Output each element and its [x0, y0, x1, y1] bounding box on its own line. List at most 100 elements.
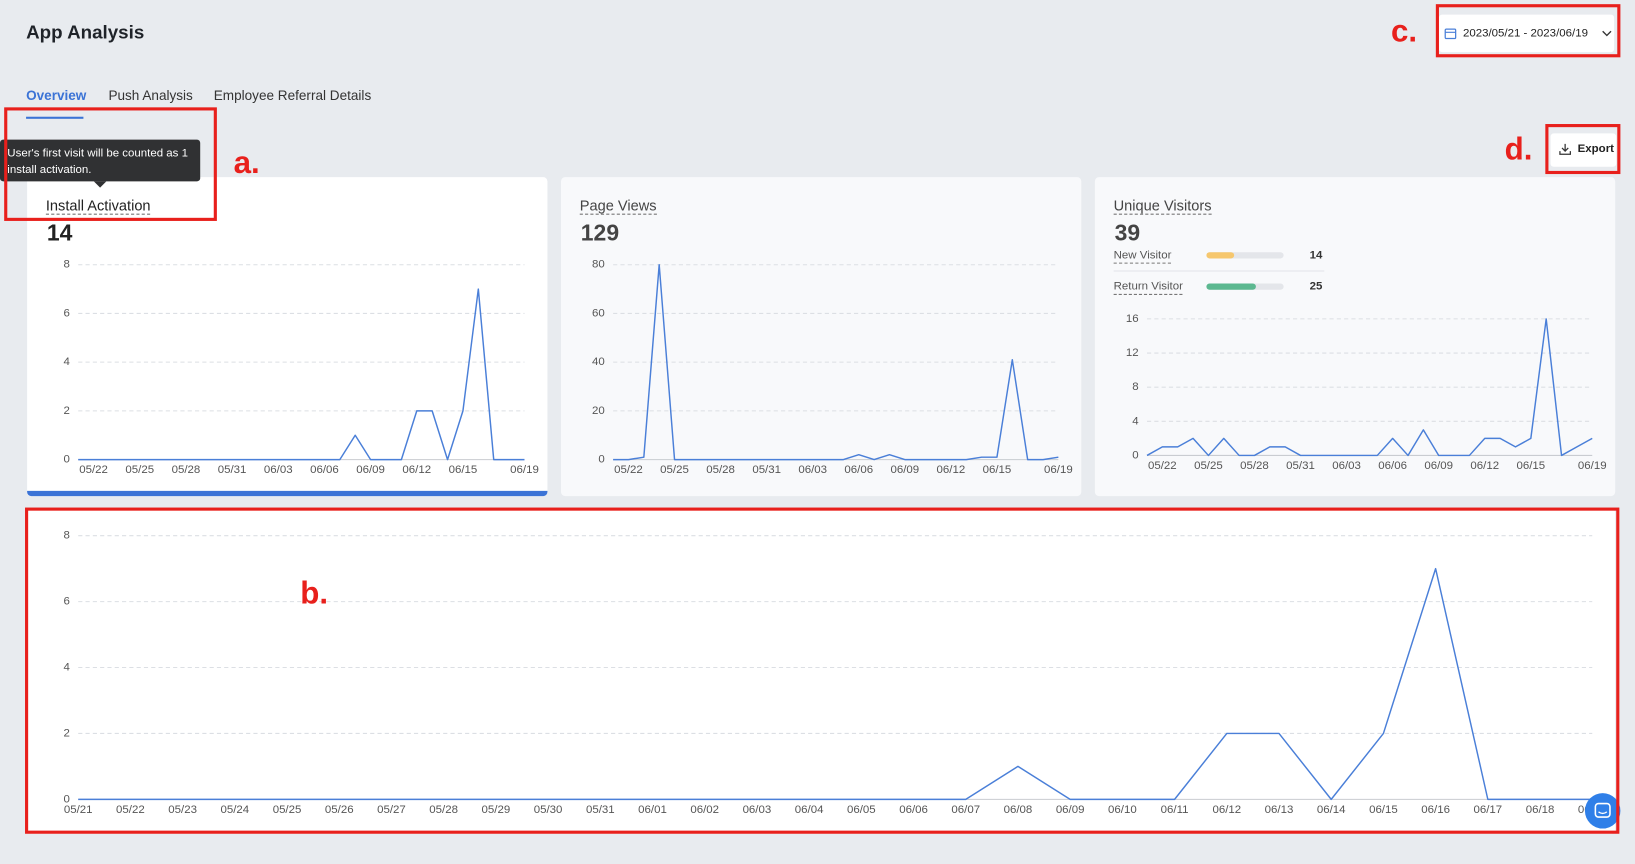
card-active-bar: [27, 490, 548, 497]
x-tick-label: 05/29: [482, 804, 511, 816]
tooltip: User's first visit will be counted as 1 …: [0, 139, 201, 188]
x-tick-label: 06/04: [795, 804, 824, 816]
x-tick-label: 05/28: [172, 464, 201, 476]
x-tick-label: 05/22: [116, 804, 145, 816]
x-tick-label: 06/12: [1212, 804, 1241, 816]
visitor-label: Return Visitor: [1113, 280, 1183, 295]
x-tick-label: 05/28: [706, 464, 735, 476]
tab-underline: [26, 116, 84, 119]
x-tick-label: 06/06: [844, 464, 873, 476]
x-tick-label: 06/06: [899, 804, 928, 816]
x-tick-label: 06/16: [1421, 804, 1450, 816]
y-tick-label: 60: [592, 307, 605, 319]
x-tick-label: 05/31: [752, 464, 781, 476]
card-value: 129: [580, 219, 620, 246]
x-tick-label: 06/06: [310, 464, 339, 476]
x-tick-label: 05/31: [1286, 460, 1315, 472]
x-tick-label: 06/15: [983, 464, 1012, 476]
card-title: Page Views: [579, 196, 657, 215]
y-tick-label: 4: [63, 356, 70, 368]
highlight-b: [25, 507, 1620, 834]
chat-icon: [1594, 802, 1611, 818]
tab[interactable]: Employee Referral Details: [213, 87, 372, 104]
annotation: c.: [1391, 14, 1418, 49]
tooltip-arrow: [93, 181, 107, 188]
date-picker[interactable]: 2023/05/21 - 2023/06/19: [1438, 14, 1615, 53]
x-tick-label: 06/03: [1332, 460, 1361, 472]
x-tick-label: 06/09: [1056, 804, 1085, 816]
card-value: 14: [46, 219, 73, 246]
y-tick-label: 4: [63, 662, 70, 674]
y-tick-label: 4: [1132, 415, 1139, 427]
x-tick-label: 05/30: [534, 804, 563, 816]
line: [1146, 318, 1593, 457]
tooltip-text: User's first visit will be counted as 1 …: [7, 146, 188, 177]
x-tick-label: 06/02: [690, 804, 719, 816]
y-tick-label: 8: [63, 530, 69, 542]
x-tick-label: 06/12: [402, 464, 431, 476]
y-tick-label: 12: [1126, 347, 1139, 359]
x-tick-label: 06/12: [1470, 460, 1499, 472]
card-title: Unique Visitors: [1113, 196, 1212, 215]
y-tick-label: 20: [592, 405, 605, 417]
x-tick-label: 05/26: [325, 804, 354, 816]
card-visitors[interactable]: [1094, 177, 1616, 497]
date-range: 2023/05/21 - 2023/06/19: [1462, 27, 1588, 40]
x-tick-label: 05/31: [586, 804, 615, 816]
x-tick-label: 05/23: [168, 804, 197, 816]
x-tick-label: 06/10: [1108, 804, 1137, 816]
y-tick-label: 16: [1126, 313, 1139, 325]
x-tick-label: 05/28: [429, 804, 458, 816]
annotation: a.: [233, 145, 260, 181]
x-tick-label: 05/25: [125, 464, 154, 476]
y-tick-label: 2: [63, 727, 69, 739]
detail-card: [27, 508, 1616, 834]
card-pageviews[interactable]: [560, 177, 1082, 497]
x-tick-label: 06/19: [510, 464, 539, 476]
card-value: 39: [1114, 219, 1141, 246]
x-tick-label: 06/09: [356, 464, 385, 476]
calendar-icon: [1444, 28, 1457, 40]
tab[interactable]: Push Analysis: [108, 87, 193, 104]
visitor-label: New Visitor: [1113, 249, 1172, 264]
export-label: Export: [1577, 142, 1614, 156]
x-tick-label: 06/03: [798, 464, 827, 476]
x-tick-label: 06/15: [449, 464, 478, 476]
card-install[interactable]: [27, 177, 548, 497]
x-tick-label: 06/11: [1161, 804, 1189, 816]
x-tick-label: 06/09: [1424, 460, 1453, 472]
x-tick-label: 06/07: [951, 804, 980, 816]
x-tick-label: 06/19: [1578, 460, 1607, 472]
x-tick-label: 06/01: [638, 804, 667, 816]
bar-fill: [1206, 283, 1256, 290]
x-tick-label: 06/14: [1317, 804, 1346, 816]
x-tick-label: 06/15: [1369, 804, 1398, 816]
x-tick-label: 06/03: [743, 804, 772, 816]
x-tick-label: 06/03: [264, 464, 293, 476]
y-tick-label: 0: [598, 454, 604, 466]
line: [78, 288, 525, 461]
x-tick-label: 05/25: [660, 464, 689, 476]
export-button[interactable]: Export: [1550, 133, 1617, 167]
highlight-a: [4, 107, 217, 221]
y-tick-label: 80: [592, 259, 605, 271]
highlight-d: [1545, 124, 1621, 175]
chat-button[interactable]: [1584, 793, 1621, 829]
y-tick-label: 6: [63, 596, 69, 608]
x-tick-label: 06/17: [1473, 804, 1502, 816]
line: [613, 263, 1059, 461]
x-tick-label: 05/22: [614, 464, 643, 476]
x-tick-label: 05/22: [1148, 460, 1177, 472]
annotation: d.: [1504, 132, 1533, 167]
download-icon: [1559, 143, 1571, 155]
annotation: b.: [300, 576, 329, 611]
y-tick-label: 6: [63, 307, 69, 319]
card-title: Install Activation: [45, 196, 151, 215]
tab[interactable]: Overview: [26, 87, 87, 104]
visitor-value: 25: [1310, 281, 1323, 293]
highlight-c: [1435, 4, 1621, 58]
y-tick-label: 40: [592, 356, 605, 368]
x-tick-label: 05/22: [79, 464, 108, 476]
